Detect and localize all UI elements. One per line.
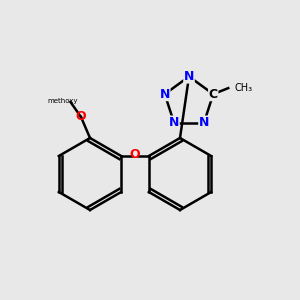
Text: N: N (169, 116, 179, 129)
Text: O: O (76, 110, 86, 124)
Text: methoxy: methoxy (48, 98, 78, 103)
Text: N: N (160, 88, 170, 100)
Text: C: C (209, 88, 218, 100)
Text: N: N (199, 116, 209, 129)
Text: CH₃: CH₃ (234, 83, 252, 93)
Text: N: N (184, 70, 194, 83)
Text: O: O (130, 148, 140, 161)
